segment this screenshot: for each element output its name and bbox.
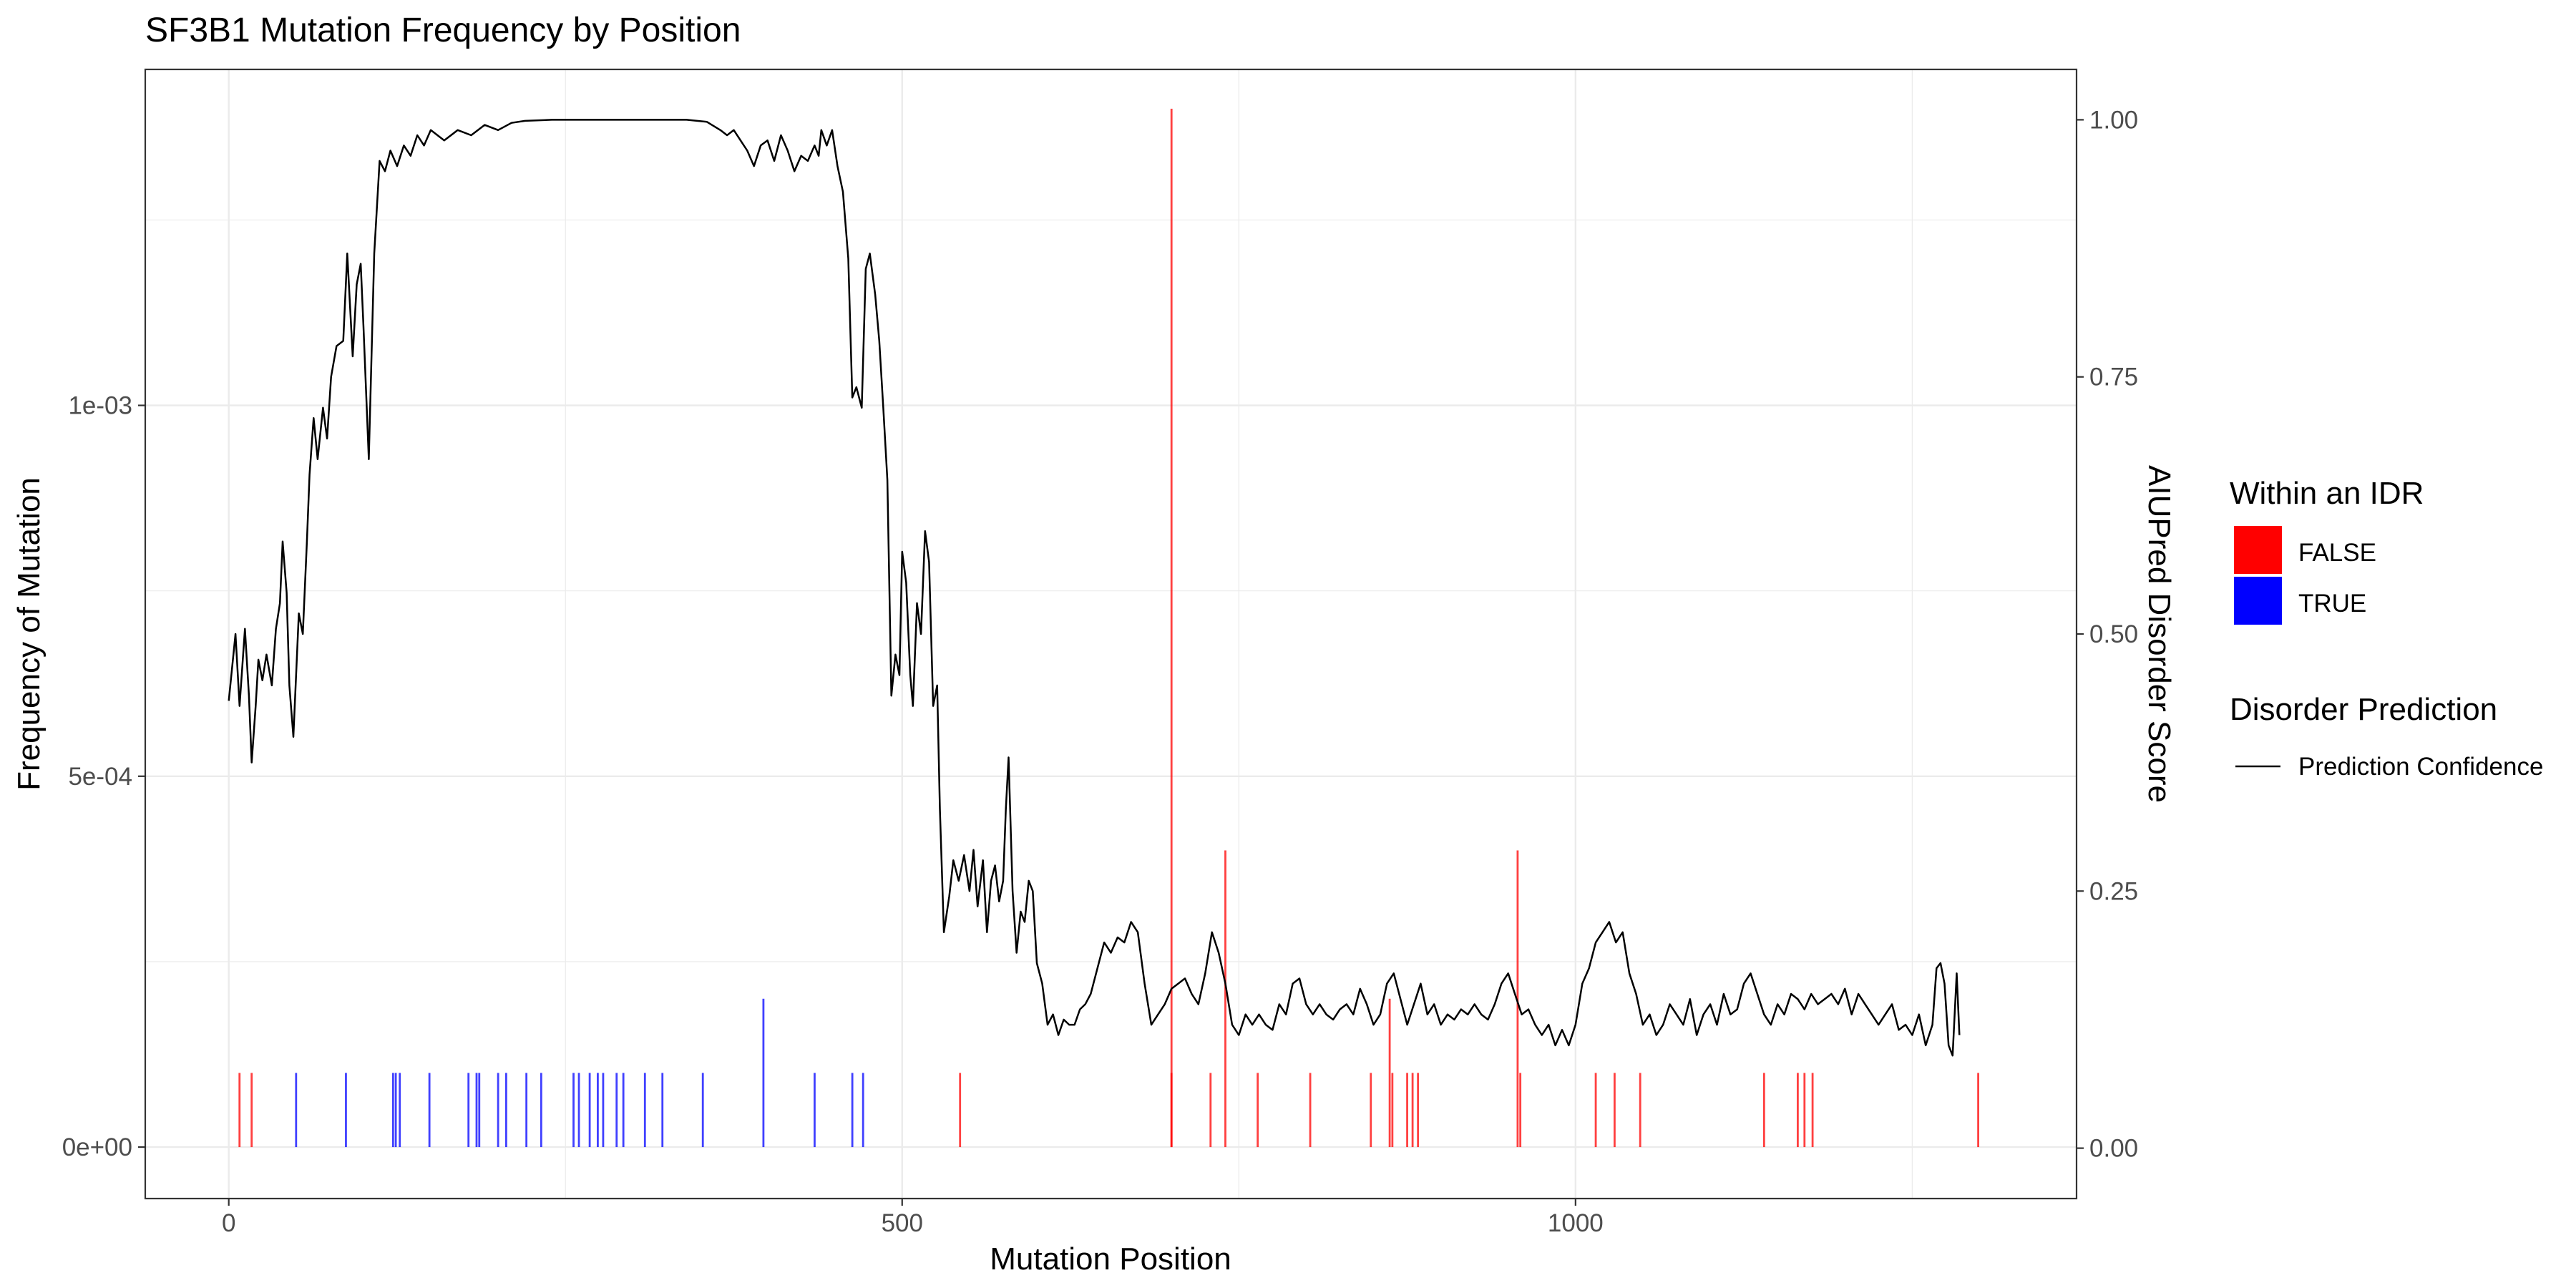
y2-tick-label: 0.75: [2089, 364, 2138, 391]
mutation-bar: [1406, 1073, 1408, 1148]
x-tick-label: 0: [222, 1209, 235, 1237]
mutation-bar: [540, 1073, 542, 1148]
mutation-bar: [497, 1073, 499, 1148]
y-axis-title: Frequency of Mutation: [11, 477, 47, 791]
mutation-bar: [615, 1073, 618, 1148]
legend-label-false: FALSE: [2298, 539, 2376, 567]
mutation-bar: [1170, 1073, 1173, 1148]
mutation-bar: [1224, 850, 1226, 1148]
mutation-bar: [505, 1073, 507, 1148]
y2-tick-label: 0.50: [2089, 620, 2138, 648]
mutation-bar: [475, 1073, 478, 1148]
mutation-bar: [643, 1073, 646, 1148]
y-tick-label: 0e+00: [62, 1133, 132, 1161]
mutation-bar: [588, 1073, 591, 1148]
mutation-bar: [851, 1073, 854, 1148]
legend-idr: Within an IDR FALSE TRUE: [2230, 476, 2424, 625]
mutation-bar: [577, 1073, 580, 1148]
mutation-bar: [1594, 1073, 1597, 1148]
disorder-line-layer: [228, 119, 1961, 1057]
mutation-bar: [1417, 1073, 1420, 1148]
legend-label-true: TRUE: [2298, 590, 2366, 618]
y-tick-label: 1e-03: [68, 392, 132, 420]
mutation-bar: [391, 1073, 394, 1148]
mutation-bar: [1370, 1073, 1372, 1148]
mutation-bar: [238, 1073, 241, 1148]
legend-swatch-true: [2234, 577, 2282, 625]
mutation-bar: [622, 1073, 625, 1148]
mutation-bar: [1257, 1073, 1259, 1148]
mutation-bar: [1811, 1073, 1814, 1148]
x-tick-label: 500: [882, 1209, 923, 1237]
mutation-bar: [1209, 1073, 1212, 1148]
y-tick-label: 5e-04: [68, 763, 132, 791]
chart-title: SF3B1 Mutation Frequency by Position: [145, 11, 741, 49]
mutation-bar: [1639, 1073, 1641, 1148]
mutation-bar: [597, 1073, 599, 1148]
mutation-bar: [428, 1073, 431, 1148]
mutation-bar: [1762, 1073, 1765, 1148]
grid: [145, 69, 2077, 1199]
y2-tick-label: 1.00: [2089, 106, 2138, 134]
mutation-bar: [1803, 1073, 1806, 1148]
mutation-bar: [1519, 1073, 1522, 1148]
mutation-bar: [661, 1073, 664, 1148]
mutation-bar: [394, 1073, 397, 1148]
mutation-bar: [399, 1073, 401, 1148]
mutation-bar: [572, 1073, 575, 1148]
mutation-bar: [762, 998, 765, 1148]
mutation-bar: [959, 1073, 962, 1148]
mutation-bar: [1309, 1073, 1312, 1148]
mutation-bar: [478, 1073, 481, 1148]
mutation-bar: [862, 1073, 864, 1148]
mutation-bar: [295, 1073, 298, 1148]
disorder-line: [228, 119, 1961, 1057]
x-axis-title: Mutation Position: [990, 1241, 1231, 1277]
mutation-bar: [345, 1073, 347, 1148]
y2-tick-label: 0.00: [2089, 1135, 2138, 1163]
legend-idr-title: Within an IDR: [2230, 476, 2424, 511]
mutation-bar: [1170, 108, 1173, 1148]
legend-label-prediction-confidence: Prediction Confidence: [2298, 753, 2543, 781]
mutation-bar: [1391, 1073, 1394, 1148]
legend-swatch-false: [2234, 526, 2282, 574]
y2-axis-title: AIUPred Disorder Score: [2142, 465, 2177, 803]
mutation-bar: [467, 1073, 470, 1148]
mutation-bar: [701, 1073, 704, 1148]
y2-tick-label: 0.25: [2089, 877, 2138, 905]
mutation-bar: [1516, 850, 1519, 1148]
mutation-bar: [250, 1073, 253, 1148]
x-tick-label: 1000: [1548, 1209, 1604, 1237]
mutation-bars: [238, 108, 1980, 1148]
legend-line: Disorder Prediction Prediction Confidenc…: [2230, 692, 2543, 781]
mutation-bar: [525, 1073, 528, 1148]
axes: 0 500 1000 0e+00 5e-04 1e-03 0.00 0.25 0.50 0.75 1…: [62, 106, 2138, 1237]
legend-line-title: Disorder Prediction: [2230, 692, 2497, 727]
mutation-bar: [1614, 1073, 1616, 1148]
mutation-bar: [1411, 1073, 1414, 1148]
mutation-bar: [1388, 998, 1391, 1148]
mutation-bar: [1977, 1073, 1980, 1148]
mutation-bar: [1796, 1073, 1799, 1148]
mutation-bar: [814, 1073, 816, 1148]
mutation-bar: [602, 1073, 605, 1148]
